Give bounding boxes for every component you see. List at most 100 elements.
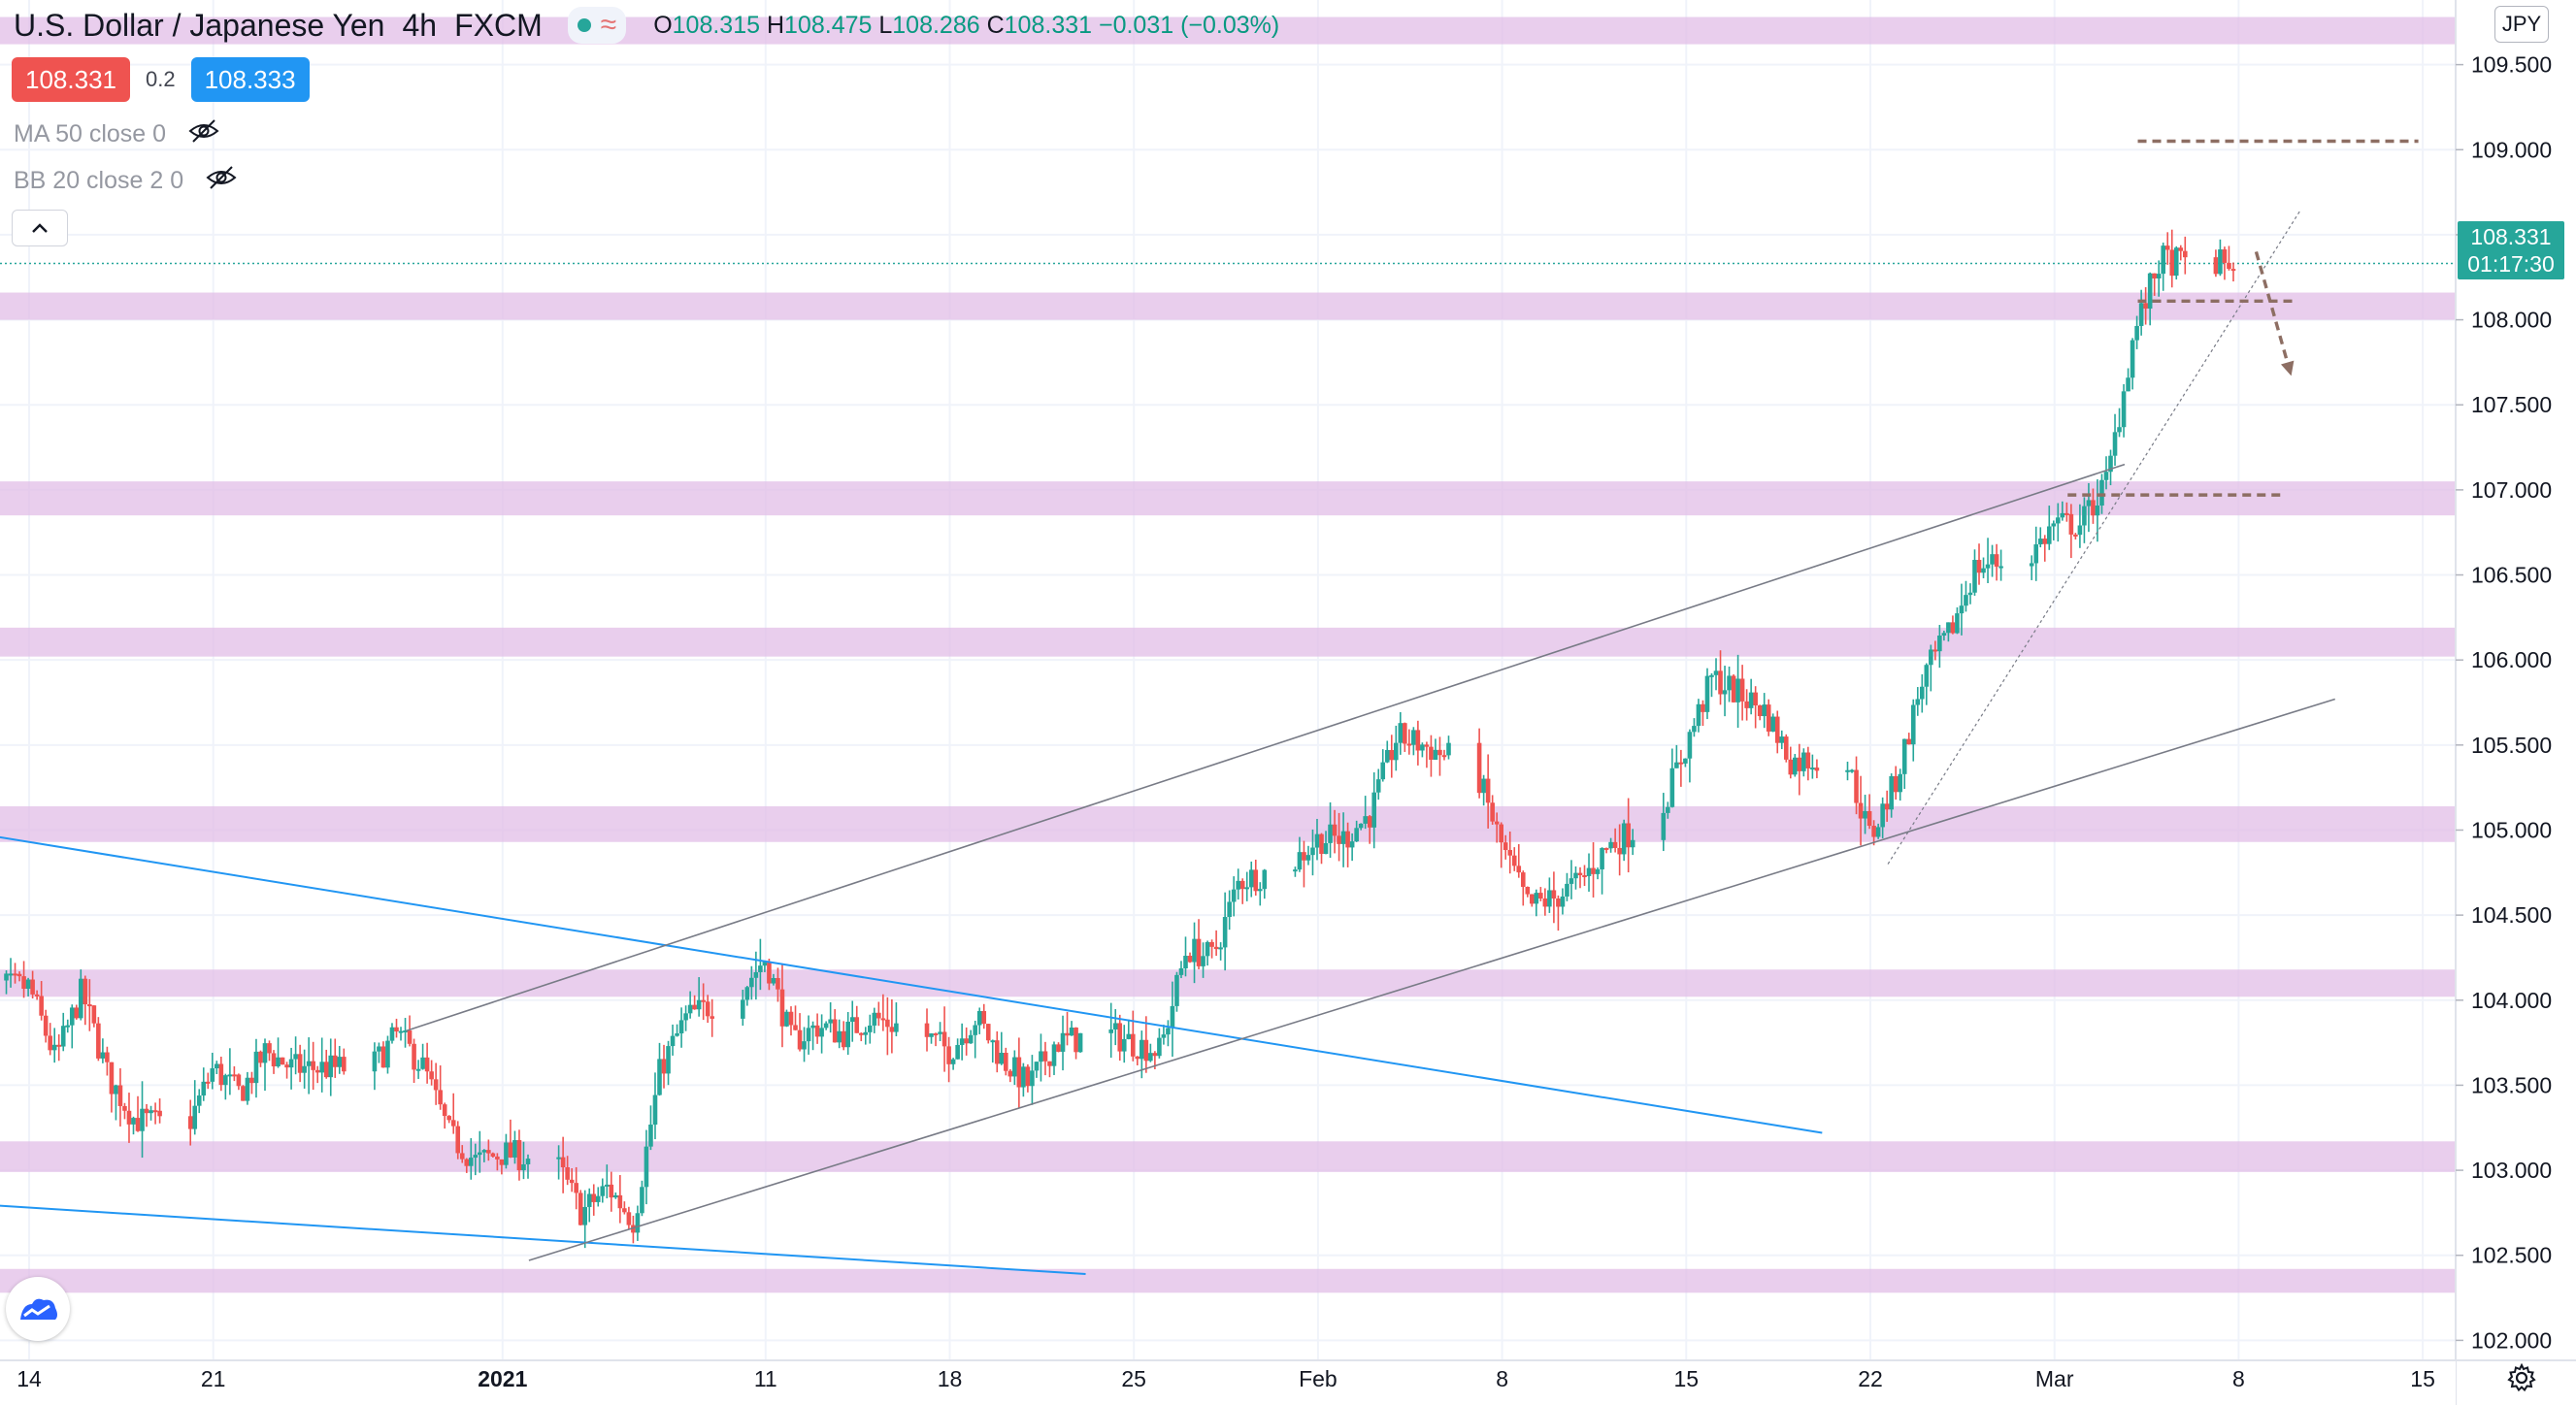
candle (1332, 809, 1338, 854)
last-price-label: 108.331 01:17:30 (2458, 221, 2564, 279)
candle (1547, 877, 1552, 913)
candle (1884, 790, 1890, 822)
candle (262, 1038, 268, 1092)
candle (2169, 229, 2175, 288)
eye-crossed-icon[interactable] (187, 118, 220, 150)
candle (2033, 526, 2039, 581)
candle (319, 1037, 325, 1093)
candle (2230, 262, 2236, 282)
candle (2164, 232, 2170, 265)
indicator-ma-label: MA 50 close 0 (14, 119, 167, 147)
collapse-legend-button[interactable] (12, 210, 68, 246)
candle (1805, 746, 1811, 781)
time-axis-panel[interactable] (0, 1360, 2456, 1405)
candle (87, 979, 92, 1031)
candle (288, 1047, 294, 1090)
candle (701, 983, 706, 1021)
candle (1731, 673, 1736, 703)
price-tick-label: 104.000 (2471, 988, 2552, 1013)
projection-arrow (2254, 250, 2294, 376)
candle (1384, 740, 1390, 764)
zone-band (0, 1141, 2456, 1172)
spread-value: 0.2 (145, 67, 176, 91)
candle (245, 1071, 250, 1105)
time-tick-label: 21 (201, 1366, 226, 1391)
candle (51, 1028, 57, 1063)
tradingview-logo-button[interactable] (6, 1277, 70, 1341)
candle (810, 1021, 815, 1051)
candle (1591, 842, 1596, 898)
candle (622, 1201, 627, 1215)
trade-buttons: 108.331 0.2 108.333 (12, 56, 310, 103)
candle (1297, 836, 1303, 872)
time-axis-ticks: 14 21 2021 11 18 25 Feb 8 15 22 Mar 8 15 (17, 1366, 2435, 1391)
candle (1314, 818, 1320, 861)
candle (2218, 239, 2223, 277)
candle (1516, 844, 1522, 878)
candle (771, 973, 776, 986)
candle (595, 1187, 601, 1207)
candle (403, 1018, 408, 1048)
candle (140, 1081, 145, 1159)
candle (1766, 699, 1771, 736)
candle (1534, 889, 1539, 917)
chart-settings-button[interactable] (2502, 1358, 2541, 1397)
candle (1757, 704, 1763, 721)
arrow-head (2280, 360, 2295, 376)
candle (1073, 1027, 1078, 1060)
candle (1375, 768, 1381, 801)
candlesticks (4, 229, 2236, 1249)
buy-button[interactable]: 108.333 (190, 57, 310, 102)
zone-band (0, 1268, 2456, 1293)
indicator-ma[interactable]: MA 50 close 0 (14, 114, 220, 153)
price-tick-label: 102.500 (2471, 1243, 2552, 1268)
candle (569, 1168, 575, 1193)
candle (490, 1152, 496, 1158)
eye-crossed-icon[interactable] (205, 165, 238, 197)
candle (2121, 383, 2127, 438)
candle (1077, 1032, 1083, 1053)
price-tick-label: 103.500 (2471, 1072, 2552, 1097)
candle (758, 938, 763, 991)
candle (613, 1192, 618, 1199)
time-tick-label: 25 (1121, 1366, 1146, 1391)
candle (504, 1133, 509, 1169)
candle (1863, 795, 1867, 834)
candle (2082, 497, 2087, 543)
candle (314, 1065, 320, 1084)
candle (1520, 870, 1526, 906)
candle (91, 1005, 97, 1028)
sell-button[interactable]: 108.331 (12, 57, 130, 102)
candle (196, 1089, 202, 1114)
candle (929, 1032, 934, 1044)
candle (1178, 961, 1184, 979)
currency-tag[interactable]: JPY (2494, 6, 2549, 43)
candle (1047, 1061, 1052, 1078)
candle (293, 1036, 298, 1075)
candle (223, 1073, 228, 1100)
candle (2161, 243, 2166, 291)
candle (34, 990, 40, 1000)
candle (249, 1071, 254, 1095)
candle (149, 1105, 153, 1121)
candle (1354, 820, 1359, 842)
candle (1871, 820, 1876, 846)
price-axis-panel[interactable] (2456, 0, 2576, 1360)
candle (1976, 543, 1982, 585)
candle (1034, 1062, 1040, 1078)
indicator-bb[interactable]: BB 20 close 2 0 (14, 161, 238, 200)
interval-label[interactable]: 4h (402, 7, 438, 43)
candle (1713, 658, 1719, 691)
candle (1507, 831, 1513, 874)
candle (1446, 735, 1451, 760)
steep-trend-line (1887, 211, 2301, 865)
candle (1735, 654, 1740, 729)
symbol-title[interactable]: U.S. Dollar / Japanese Yen (14, 7, 385, 43)
candle (1722, 666, 1728, 717)
candle (1257, 882, 1263, 906)
candle (1126, 1019, 1132, 1040)
last-price-value: 108.331 (2470, 224, 2552, 249)
market-status[interactable]: ≈ (567, 7, 627, 44)
zone-band (0, 16, 2456, 45)
